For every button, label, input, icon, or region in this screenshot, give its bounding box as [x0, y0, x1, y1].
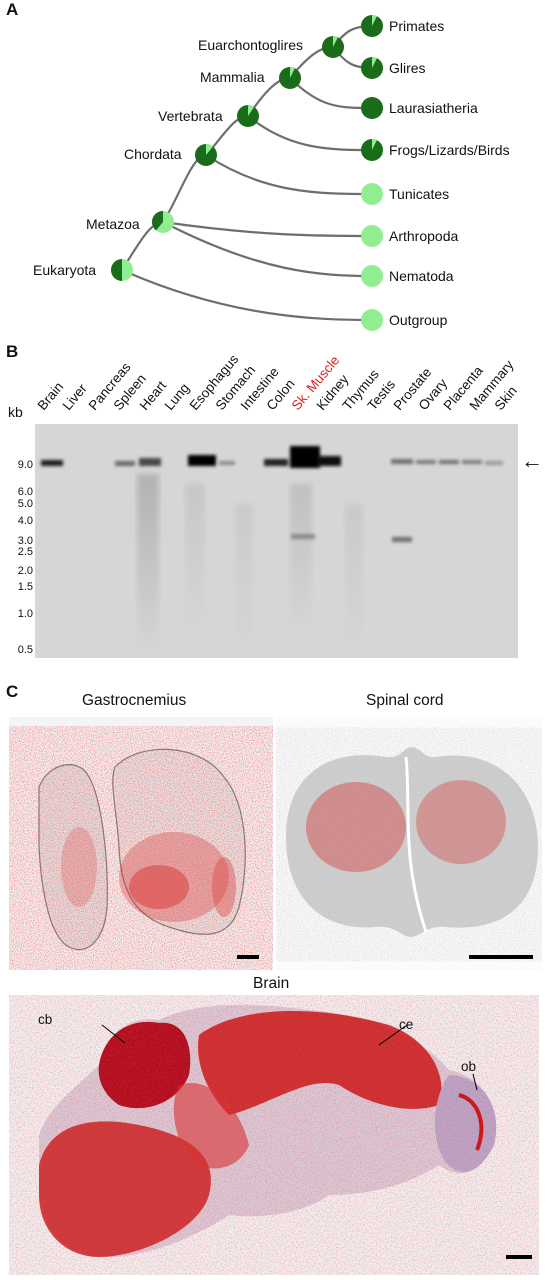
node-label-mammalia: Mammalia [200, 69, 265, 85]
branch-frogs [247, 115, 373, 152]
node-label-eukaryota: Eukaryota [33, 262, 97, 278]
leaf-label-nematoda: Nematoda [389, 268, 454, 284]
leaf-glires-pie [361, 56, 383, 79]
node-label-metazoa: Metazoa [86, 216, 140, 232]
brain-label-cb: cb [38, 1012, 53, 1027]
leaf-arthropoda-pie [361, 225, 383, 247]
kb-tick-0-5: 0.5 [17, 644, 33, 656]
node-metazoa-pie [151, 210, 174, 233]
kb-tick-6-0: 6.0 [17, 486, 33, 498]
kb-tick-1-5: 1.5 [17, 581, 33, 593]
kb-tick-3-0: 3.0 [17, 535, 33, 547]
band-heart [139, 458, 161, 466]
kb-tick-2-0: 2.0 [17, 565, 33, 577]
branch-chordata [162, 153, 207, 223]
band-testis-3kb [392, 537, 412, 542]
leaf-label-primates: Primates [389, 18, 445, 34]
band-brain [41, 460, 63, 466]
leaf-nematoda-pie [361, 265, 383, 287]
spinal-cord-image [276, 717, 542, 970]
branch-laurasiatheria [289, 77, 373, 110]
band-spleen [115, 461, 135, 466]
scale-bar-brain [506, 1255, 532, 1259]
leaf-label-tunicates: Tunicates [389, 186, 450, 202]
band-sk-muscle [290, 446, 320, 468]
kb-tick-9-0: 9.0 [17, 459, 33, 471]
band-sk-muscle-3kb [291, 534, 315, 539]
lane-label-liver: Liver [59, 380, 91, 413]
arrow-left-icon: ← [521, 448, 543, 473]
kb-tick-1-0: 1.0 [17, 608, 33, 620]
node-label-chordata: Chordata [124, 146, 182, 162]
node-label-euarchontoglires: Euarchontoglires [198, 37, 304, 53]
branch-nematoda [162, 221, 373, 278]
leaf-label-frogs-lizards-birds: Frogs/Lizards/Birds [389, 142, 510, 158]
panel-b-letter: B [6, 342, 19, 361]
band-mammary [485, 461, 503, 465]
gastrocnemius-section [29, 747, 259, 959]
phylogeny-tree [111, 14, 383, 331]
leaf-label-arthropoda: Arthropoda [389, 228, 459, 244]
leaf-tunicates-pie [361, 183, 383, 205]
leaf-laurasiatheria-pie [361, 97, 383, 119]
leaf-label-outgroup: Outgroup [389, 312, 448, 328]
band-prostate [416, 460, 436, 464]
leaf-label-glires: Glires [389, 60, 426, 76]
panel-a-letter: A [6, 0, 19, 19]
branch-outgroup [121, 268, 373, 322]
panel-c-letter: C [6, 682, 19, 701]
scale-bar-gastrocnemius [237, 955, 259, 959]
band-esophagus [188, 455, 216, 466]
title-gastrocnemius: Gastrocnemius [82, 692, 187, 709]
band-stomach [219, 461, 235, 465]
leaf-primates-pie [361, 14, 383, 37]
brain-label-ce: ce [399, 1017, 414, 1032]
kb-tick-2-5: 2.5 [17, 546, 33, 558]
gel-bands [41, 446, 503, 654]
node-vertebrata-pie [237, 105, 259, 127]
node-eukaryota-pie [111, 259, 133, 281]
lane-label-brain: Brain [34, 379, 67, 413]
node-label-vertebrata: Vertebrata [158, 108, 223, 124]
band-colon [264, 459, 288, 466]
scale-bar-spinal-cord [469, 955, 533, 959]
brain-image [9, 995, 539, 1275]
band-kidney [317, 456, 341, 466]
band-placenta [462, 460, 482, 464]
kb-axis-label: kb [8, 404, 23, 420]
northern-blot-gel [35, 424, 518, 658]
band-testis [391, 459, 413, 464]
node-euarchontoglires-pie [322, 35, 344, 58]
node-mammalia-pie [279, 66, 301, 89]
leaf-outgroup-pie [361, 309, 383, 331]
kb-tick-5-0: 5.0 [17, 498, 33, 510]
brain-label-ob: ob [461, 1059, 477, 1074]
title-spinal-cord: Spinal cord [366, 692, 444, 709]
leaf-label-laurasiatheria: Laurasiatheria [389, 100, 478, 116]
title-brain: Brain [253, 975, 290, 992]
gastrocnemius-image [9, 717, 273, 970]
leaf-frogs-pie [361, 138, 383, 161]
branch-arthropoda [162, 220, 373, 238]
spinal-cord-section [286, 747, 540, 959]
kb-tick-4-0: 4.0 [17, 515, 33, 527]
band-ovary [439, 460, 459, 464]
branch-tunicates [205, 154, 373, 196]
brain-section [9, 995, 539, 1275]
node-chordata-pie [195, 143, 217, 166]
